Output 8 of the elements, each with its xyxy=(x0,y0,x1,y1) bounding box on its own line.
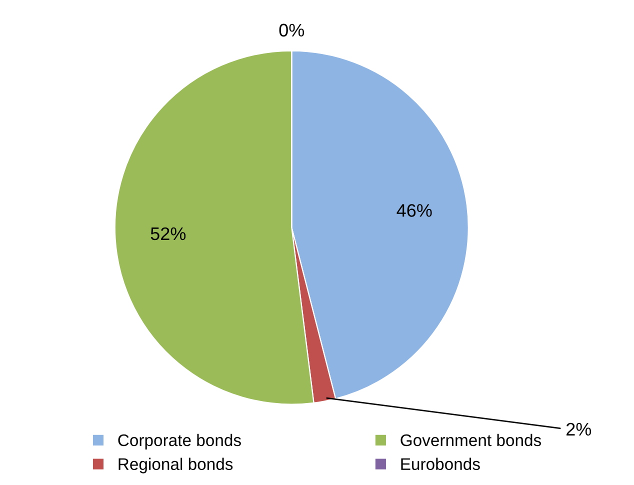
legend-label: Regional bonds xyxy=(118,458,233,474)
text: 0% xyxy=(279,24,304,37)
data-label: 52% xyxy=(150,227,186,240)
legend-label: Corporate bonds xyxy=(118,434,241,450)
data-label: 2% xyxy=(566,422,592,436)
data-label: 46% xyxy=(396,204,432,217)
legend-label: Eurobonds xyxy=(401,458,480,470)
legend-label: Government bonds xyxy=(400,434,542,446)
